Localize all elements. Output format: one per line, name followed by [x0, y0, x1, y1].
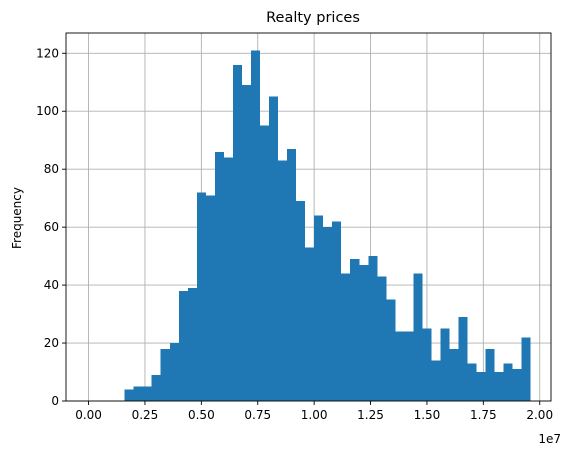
x-axis-offset-label: 1e7 — [538, 432, 561, 446]
histogram-bar — [287, 148, 297, 401]
x-tick-label: 0.50 — [188, 408, 215, 422]
histogram-bar — [142, 386, 152, 401]
histogram-bar — [305, 247, 315, 401]
histogram-bar — [124, 389, 134, 401]
histogram-bar — [341, 273, 351, 401]
histogram-bar — [413, 273, 423, 401]
histogram-bar — [431, 360, 441, 401]
histogram-bar — [278, 160, 288, 401]
histogram-bar — [196, 192, 206, 401]
histogram-bar — [377, 276, 387, 401]
histogram-bar — [169, 343, 179, 401]
histogram-bar — [485, 348, 495, 401]
histogram-bar — [205, 195, 215, 401]
histogram-bar — [160, 348, 170, 401]
x-tick-label: 1.75 — [470, 408, 497, 422]
histogram-bar — [368, 256, 378, 401]
x-tick-label: 1.50 — [414, 408, 441, 422]
histogram-bar — [494, 372, 504, 401]
histogram-bar — [296, 201, 306, 401]
histogram-bar — [458, 316, 468, 401]
y-tick-label: 20 — [44, 336, 59, 350]
histogram-bar — [386, 299, 396, 401]
histogram-bar — [476, 372, 486, 401]
histogram-bar — [214, 151, 224, 401]
histogram-bar — [467, 363, 477, 401]
x-tick-label: 0.25 — [132, 408, 159, 422]
y-tick-label: 60 — [44, 220, 59, 234]
histogram-bar — [133, 386, 143, 401]
histogram-bar — [187, 287, 197, 401]
histogram-bar — [422, 328, 432, 401]
y-tick-label: 80 — [44, 162, 59, 176]
histogram-bar — [232, 64, 242, 401]
histogram-bar — [503, 363, 513, 401]
histogram-bar — [223, 157, 233, 401]
histogram-bar — [323, 227, 333, 401]
histogram-bar — [332, 221, 342, 401]
histogram-bar — [241, 85, 251, 402]
y-axis-label: Frequency — [10, 187, 24, 249]
histogram-bar — [404, 331, 414, 401]
histogram-bar — [395, 331, 405, 401]
x-tick-label: 2.00 — [526, 408, 553, 422]
histogram-bar — [512, 369, 522, 401]
histogram-bar — [314, 215, 324, 401]
chart-title: Realty prices — [266, 10, 360, 26]
x-tick-label: 0.00 — [75, 408, 102, 422]
histogram-bar — [250, 50, 260, 401]
bars-layer — [124, 50, 531, 402]
axes-layer: 0.00 0.25 0.50 0.75 1.00 1.25 1.50 1.75 2.00 0 20 4… — [36, 32, 553, 422]
y-tick-label: 100 — [36, 104, 59, 118]
histogram-bar — [350, 259, 360, 401]
x-tick-label: 1.25 — [357, 408, 384, 422]
histogram-bar — [151, 374, 161, 401]
histogram-bar — [449, 348, 459, 401]
plot-frame — [65, 32, 552, 402]
histogram-bar — [269, 96, 279, 401]
histogram-bar — [440, 328, 450, 401]
y-tick-label: 40 — [44, 278, 59, 292]
x-tick-label: 0.75 — [244, 408, 271, 422]
histogram-bar — [359, 264, 369, 401]
x-tick-label: 1.00 — [301, 408, 328, 422]
y-tick-label: 120 — [36, 46, 59, 60]
y-tick-label: 0 — [51, 394, 59, 408]
histogram-bar — [260, 125, 270, 401]
histogram-bar — [178, 290, 188, 401]
histogram-bar — [521, 337, 531, 401]
